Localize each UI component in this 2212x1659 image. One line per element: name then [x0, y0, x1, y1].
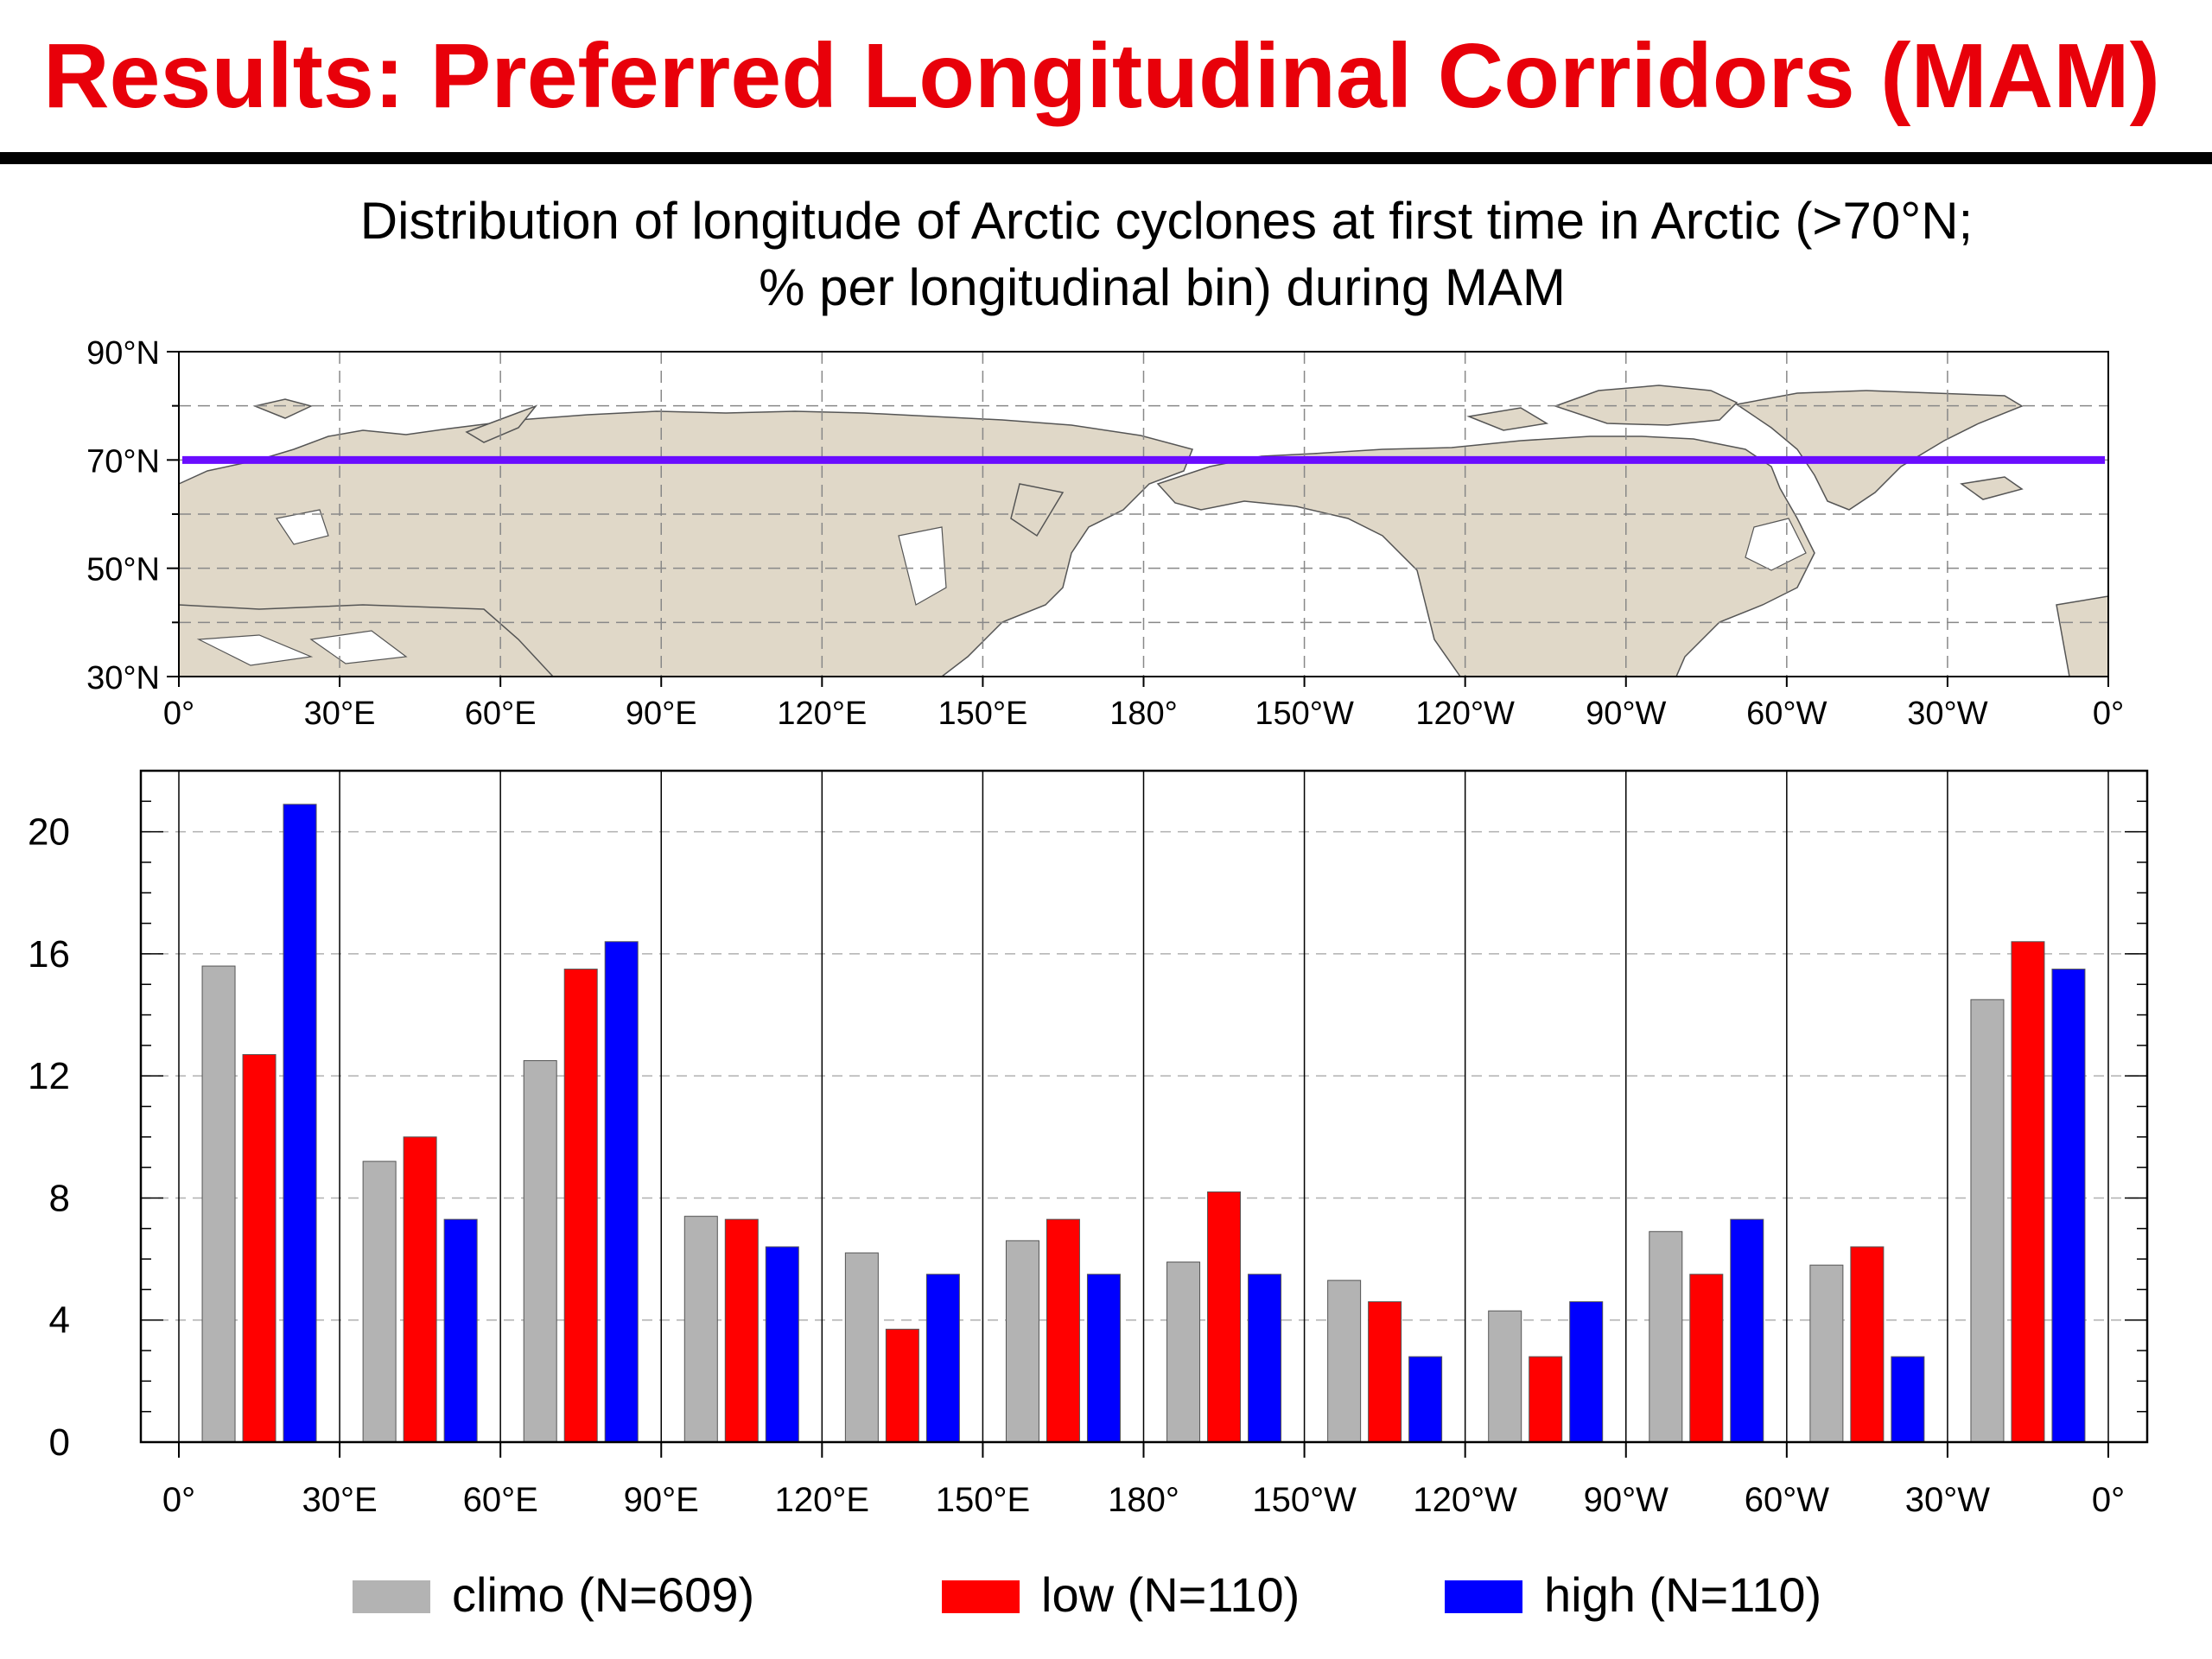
x-tick-label: 150°W	[1252, 1481, 1357, 1519]
x-tick-label: 90°W	[1584, 1481, 1669, 1519]
x-tick-label: 30°E	[302, 1481, 377, 1519]
bar	[844, 1252, 879, 1443]
y-tick-label: 16	[28, 933, 70, 976]
bar	[1649, 1230, 1683, 1443]
bar	[523, 1060, 557, 1443]
x-tick-label: 150°E	[936, 1481, 1030, 1519]
chart-title: Distribution of longitude of Arctic cycl…	[360, 192, 1973, 250]
map-lon-label: 120°W	[1415, 696, 1515, 732]
bar	[2051, 969, 2086, 1443]
chart-subtitle: % per longitudinal bin) during MAM	[759, 258, 1566, 316]
land-mass	[252, 398, 314, 419]
legend-label: climo (N=609)	[452, 1567, 754, 1622]
bar	[1207, 1191, 1242, 1443]
bar	[1248, 1274, 1282, 1443]
bar	[1166, 1262, 1201, 1443]
x-tick-label: 0°	[162, 1481, 195, 1519]
map-lon-label: 0°	[2093, 696, 2124, 732]
bar	[683, 1216, 718, 1443]
x-tick-label: 30°W	[1905, 1481, 1990, 1519]
sea-area	[1745, 518, 1807, 571]
bar	[604, 941, 639, 1443]
bar	[1327, 1280, 1362, 1443]
bar	[1689, 1274, 1724, 1443]
map-panel: 90°N70°N50°N30°N0° 30°E 60°E 90°E 120°E 150°E…	[86, 335, 2124, 732]
bar	[724, 1218, 759, 1443]
bar	[283, 804, 317, 1443]
bar	[1408, 1356, 1443, 1443]
map-lon-label: 60°W	[1746, 696, 1827, 732]
map-lon-label: 90°E	[626, 696, 697, 732]
slide-title: Results: Preferred Longitudinal Corridor…	[43, 25, 2160, 127]
bar	[1086, 1274, 1121, 1443]
map-lat-label: 50°N	[86, 552, 160, 588]
bar	[403, 1136, 437, 1443]
map-lon-label: 120°E	[777, 696, 867, 732]
land-mass	[465, 404, 538, 443]
bar-panel: 0 4 8 12 16 20 0° 30°E 60°E 90°E 120°E 150°E 180° 150…	[28, 769, 2149, 1519]
land-mass	[1010, 483, 1065, 537]
map-lat-label: 70°N	[86, 443, 160, 480]
bar	[765, 1246, 799, 1443]
bar	[201, 965, 236, 1443]
map-lon-label: 150°W	[1255, 696, 1354, 732]
x-tick-label: 120°E	[775, 1481, 869, 1519]
y-tick-label: 8	[49, 1177, 70, 1219]
x-tick-label: 60°E	[463, 1481, 538, 1519]
bar	[1368, 1301, 1402, 1443]
bar	[1891, 1356, 1925, 1443]
sea-area	[276, 509, 329, 545]
x-tick-label: 180°	[1108, 1481, 1179, 1519]
x-tick-label: 60°W	[1745, 1481, 1829, 1519]
map-lon-label: 150°E	[938, 696, 1027, 732]
bar	[563, 969, 598, 1443]
title-rule	[0, 152, 2212, 164]
legend-swatch	[353, 1580, 430, 1613]
map-lon-label: 60°E	[465, 696, 537, 732]
land-mass	[2056, 595, 2109, 677]
land-mass	[1960, 476, 2024, 500]
land-mass	[1156, 435, 1815, 677]
bar	[1809, 1264, 1844, 1443]
map-lon-label: 30°W	[1907, 696, 1987, 732]
y-tick-label: 0	[49, 1421, 70, 1464]
map-lon-label: 0°	[163, 696, 194, 732]
land-mass	[1466, 407, 1549, 431]
bar	[443, 1218, 478, 1443]
bar	[1529, 1356, 1563, 1443]
bar	[1850, 1246, 1885, 1443]
x-tick-label: 120°W	[1413, 1481, 1517, 1519]
bar	[1569, 1301, 1604, 1443]
bar	[1730, 1218, 1764, 1443]
x-tick-label: 0°	[2092, 1481, 2125, 1519]
legend: climo (N=609) low (N=110) high (N=110)	[353, 1567, 1821, 1622]
bar	[885, 1328, 919, 1443]
bar	[1488, 1310, 1522, 1443]
bar	[925, 1274, 960, 1443]
legend-swatch	[942, 1580, 1020, 1613]
map-lon-label: 180°	[1109, 696, 1178, 732]
y-tick-label: 20	[28, 811, 70, 854]
map-lat-label: 90°N	[86, 335, 160, 372]
y-tick-label: 12	[28, 1055, 70, 1097]
legend-swatch	[1445, 1580, 1522, 1613]
map-lat-label: 30°N	[86, 660, 160, 696]
legend-label: high (N=110)	[1544, 1567, 1821, 1622]
map-lon-label: 30°E	[304, 696, 376, 732]
bar	[2011, 941, 2045, 1443]
map-lon-label: 90°W	[1586, 696, 1666, 732]
sea-area	[309, 630, 408, 664]
bar	[1046, 1218, 1080, 1443]
bar	[242, 1053, 276, 1443]
bar	[1970, 999, 2005, 1443]
bar	[1005, 1240, 1039, 1443]
bar	[362, 1160, 397, 1443]
legend-label: low (N=110)	[1041, 1567, 1300, 1622]
y-tick-label: 4	[49, 1300, 70, 1342]
sea-area	[898, 526, 947, 606]
x-tick-label: 90°E	[624, 1481, 699, 1519]
sea-area	[196, 634, 314, 666]
